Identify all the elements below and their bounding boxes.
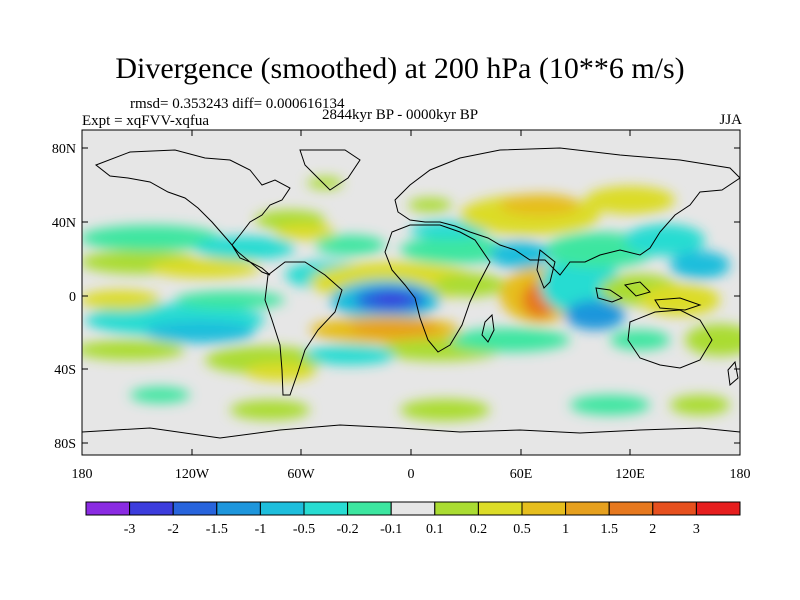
colorbar-label: 0.2 [470, 522, 488, 537]
colorbar-swatch [652, 501, 697, 516]
divergence-field [82, 177, 740, 421]
lat-label-eq: 0 [69, 290, 76, 305]
colorbar-swatch [390, 501, 436, 516]
lat-label-80n: 80N [52, 142, 76, 157]
lon-label-120e: 120E [615, 467, 645, 482]
lat-label-40s: 40S [54, 363, 76, 378]
axis-ticks [82, 130, 740, 455]
season-label: JJA [719, 112, 742, 128]
colorbar-swatch [565, 501, 610, 516]
lon-label-120w: 120W [175, 467, 210, 482]
colorbar-swatch [608, 501, 654, 516]
colorbar-swatch [85, 501, 131, 516]
colorbar-label: 1 [562, 522, 569, 537]
plot-title: Divergence (smoothed) at 200 hPa (10**6 … [115, 52, 685, 85]
lon-label-60w: 60W [287, 467, 315, 482]
colorbar-swatch [259, 501, 305, 516]
colorbar-swatch [695, 501, 741, 516]
colorbar-label: -0.1 [380, 522, 402, 537]
colorbar-label: -1 [255, 522, 267, 537]
lon-label-180e: 180 [730, 467, 751, 482]
lat-label-40n: 40N [52, 216, 76, 231]
lat-labels: 80N 40N 0 40S 80S [52, 142, 76, 452]
rmsd-diff-text: rmsd= 0.353243 diff= 0.000616134 [130, 96, 345, 112]
colorbar-swatch [477, 501, 523, 516]
colorbar-swatch [216, 501, 261, 516]
colorbar-label: 1.5 [600, 522, 618, 537]
colorbar-swatch [434, 501, 479, 516]
lon-labels: 180 120W 60W 0 60E 120E 180 [72, 467, 751, 482]
colorbar-swatch [347, 501, 392, 516]
colorbar-label: -0.2 [337, 522, 359, 537]
lat-label-80s: 80S [54, 437, 76, 452]
colorbar-swatch [521, 501, 567, 516]
colorbar-swatch [129, 501, 174, 516]
colorbar-label: -2 [167, 522, 179, 537]
colorbar: -3 -2 -1.5 -1 -0.5 -0.2 -0.1 0.1 0.2 0.5 1 1.5 2 3 [85, 501, 741, 537]
colorbar-swatch [303, 501, 349, 516]
colorbar-label: -3 [124, 522, 136, 537]
lon-label-60e: 60E [510, 467, 533, 482]
colorbar-label: 0.1 [426, 522, 444, 537]
lon-label-180w: 180 [72, 467, 93, 482]
colorbar-label: -0.5 [293, 522, 315, 537]
colorbar-swatch [172, 501, 218, 516]
experiment-label: Expt = xqFVV-xqfua [82, 113, 210, 129]
colorbar-label: -1.5 [206, 522, 228, 537]
colorbar-label: 2 [649, 522, 656, 537]
period-label: 2844kyr BP - 0000kyr BP [322, 107, 479, 123]
coastlines [82, 147, 740, 439]
lon-label-0: 0 [408, 467, 415, 482]
colorbar-label: 0.5 [513, 522, 531, 537]
colorbar-label: 3 [693, 522, 700, 537]
